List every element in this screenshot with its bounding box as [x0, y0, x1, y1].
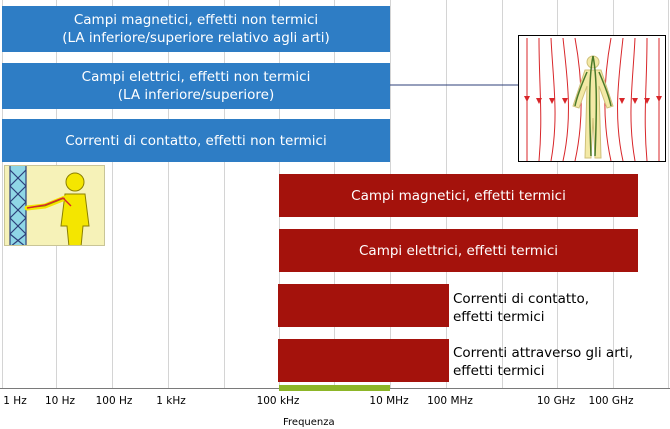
- grid-line: [668, 0, 669, 389]
- label-limb-current-thermal: Correnti attraverso gli arti, effetti te…: [453, 345, 634, 379]
- tick-label: 10 MHz: [369, 395, 409, 407]
- band-contact-current-non-thermal: Correnti di contatto, effetti non termic…: [2, 119, 390, 162]
- tick-label: 1 Hz: [3, 395, 27, 407]
- frequency-axis-title: Frequenza: [283, 417, 335, 428]
- tick-label: 100 MHz: [427, 395, 473, 407]
- band-limb-current-thermal: [278, 339, 449, 382]
- tick-label: 10 GHz: [536, 395, 576, 407]
- tick-label: 1 kHz: [156, 395, 186, 407]
- grid-line: [224, 0, 225, 389]
- tick-label: 10 Hz: [44, 395, 76, 407]
- label-contact-current-thermal: Correnti di contatto, effetti termici: [453, 291, 590, 325]
- connector-line: [390, 79, 533, 91]
- grid-line: [112, 0, 113, 389]
- grid-line: [2, 0, 3, 389]
- body-in-magnetic-field-icon: [518, 35, 666, 162]
- tick-label: 100 GHz: [588, 395, 634, 407]
- band-magnetic-thermal: Campi magnetici, effetti termici: [279, 174, 638, 217]
- band-electric-non-thermal: Campi elettrici, effetti non termici (LA…: [2, 63, 390, 109]
- grid-line: [168, 0, 169, 389]
- tick-label: 100 kHz: [256, 395, 300, 407]
- band-electric-thermal: Campi elettrici, effetti termici: [279, 229, 638, 272]
- band-contact-current-thermal: [278, 284, 449, 327]
- frequency-highlight-bar: [279, 385, 390, 391]
- tick-label: 100 Hz: [95, 395, 133, 407]
- contact-current-figure-icon: [4, 165, 105, 246]
- band-magnetic-non-thermal: Campi magnetici, effetti non termici (LA…: [2, 6, 390, 52]
